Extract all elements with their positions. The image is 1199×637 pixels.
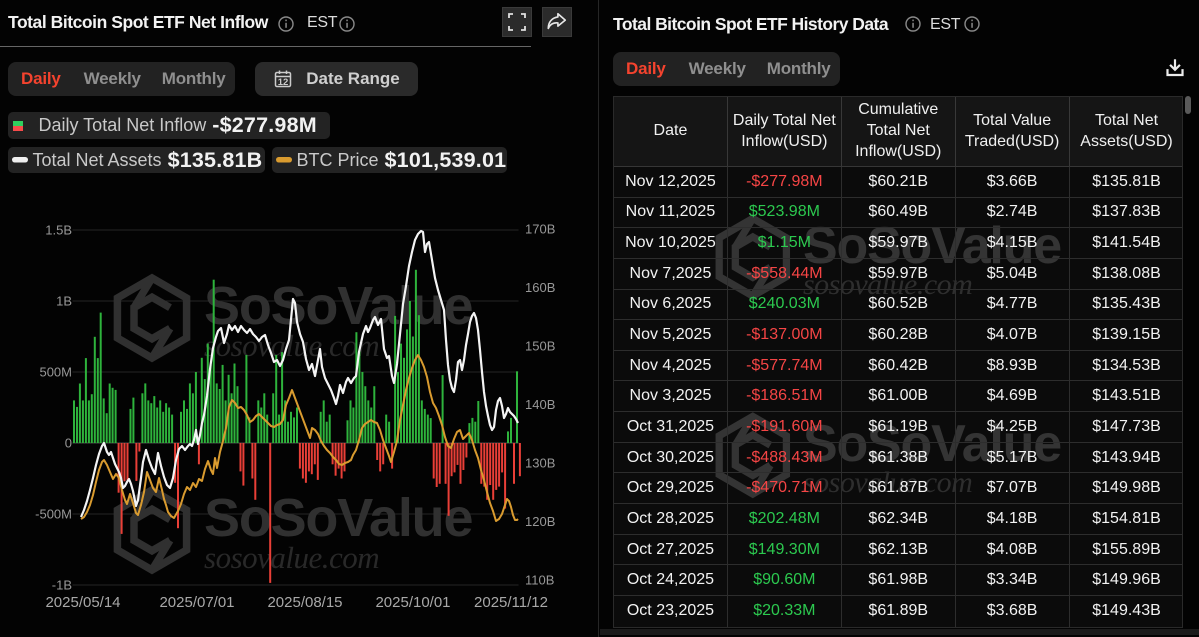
svg-text:2025/05/14: 2025/05/14	[45, 594, 120, 611]
svg-text:2025/07/01: 2025/07/01	[159, 594, 234, 611]
svg-text:1B: 1B	[56, 294, 72, 309]
svg-text:12: 12	[278, 77, 289, 88]
svg-text:-1B: -1B	[52, 578, 72, 593]
svg-text:130B: 130B	[525, 456, 555, 471]
svg-text:2025/08/15: 2025/08/15	[267, 594, 342, 611]
svg-text:140B: 140B	[525, 397, 555, 412]
svg-text:1.5B: 1.5B	[45, 223, 72, 238]
svg-text:SoSoValue: SoSoValue	[204, 488, 472, 548]
svg-text:120B: 120B	[525, 514, 555, 529]
svg-text:160B: 160B	[525, 280, 555, 295]
svg-text:2025/11/12: 2025/11/12	[474, 594, 548, 611]
svg-text:SoSoValue: SoSoValue	[204, 276, 472, 336]
svg-text:2025/10/01: 2025/10/01	[375, 594, 450, 611]
svg-text:110B: 110B	[525, 573, 554, 588]
svg-text:150B: 150B	[525, 339, 555, 354]
svg-text:sosovalue.com: sosovalue.com	[204, 540, 379, 575]
svg-text:sosovalue.com: sosovalue.com	[204, 328, 379, 363]
svg-text:170B: 170B	[525, 222, 555, 237]
svg-text:0: 0	[65, 436, 72, 451]
svg-text:-500M: -500M	[35, 507, 72, 522]
svg-text:500M: 500M	[39, 365, 72, 380]
